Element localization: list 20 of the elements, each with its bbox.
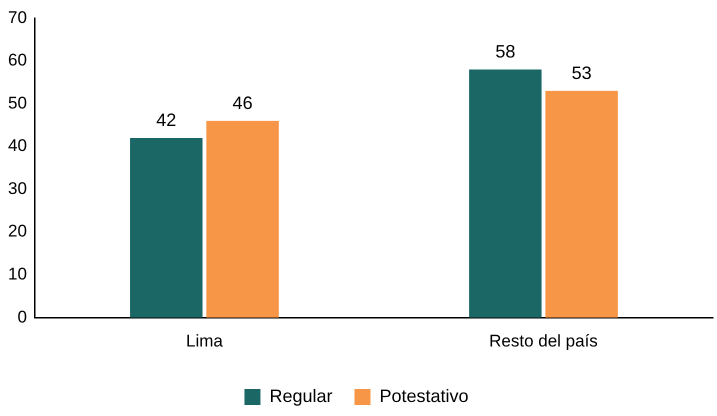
data-label: 53 [572,62,592,83]
y-tick-label: 60 [8,50,27,70]
x-tick-label: Lima [186,331,224,350]
bar [206,120,279,318]
y-tick-label: 30 [8,178,27,198]
bar [469,70,542,318]
x-tick-label: Resto del país [489,331,598,350]
data-label: 58 [495,41,516,62]
data-label: 46 [232,92,253,113]
bar [130,138,203,318]
y-tick-label: 40 [8,136,27,156]
bar [545,90,618,318]
legend-label: Potestativo [379,386,469,406]
y-tick-label: 20 [8,222,27,241]
data-label: 42 [156,110,176,130]
y-tick-label: 10 [8,264,27,284]
y-tick-label: 0 [17,307,27,326]
y-tick-label: 70 [8,8,27,27]
y-tick-label: 50 [8,93,27,112]
legend-label: Regular [269,386,333,406]
